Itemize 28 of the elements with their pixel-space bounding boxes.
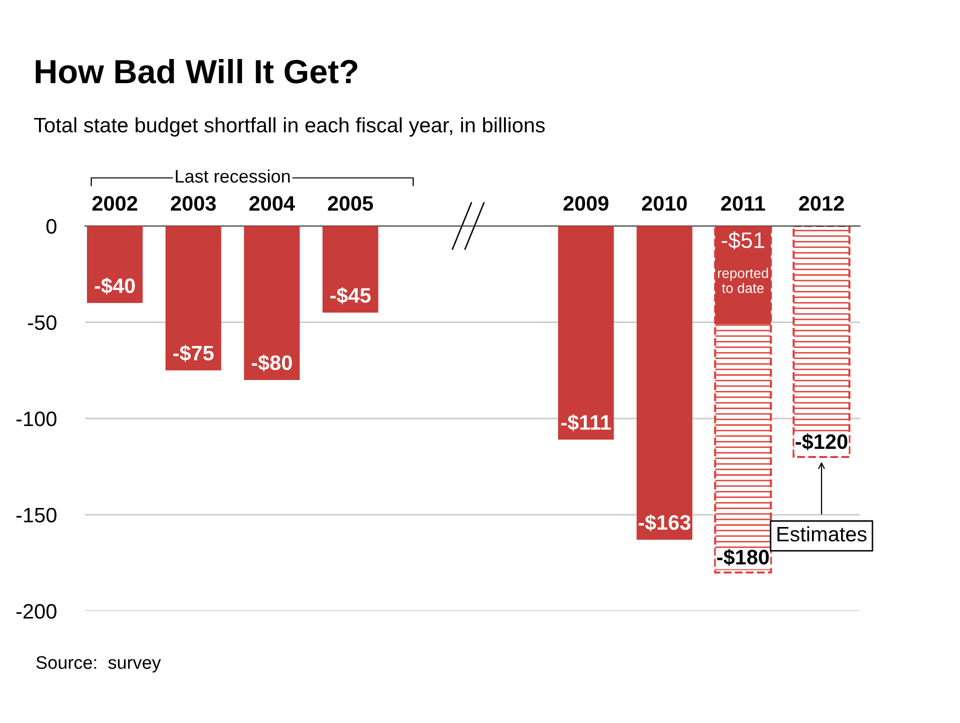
data-label: -$120 — [796, 433, 848, 450]
data-label: -$51 — [722, 231, 764, 250]
data-label: -$111 — [561, 414, 611, 432]
data-label: -$180 — [717, 548, 769, 566]
data-label: -$40 — [94, 277, 135, 294]
y-tick-label: -200 — [16, 604, 56, 619]
data-label: -$163 — [638, 514, 690, 532]
y-tick-label: -100 — [16, 412, 56, 426]
annotation: Last recession — [176, 169, 290, 183]
annotation: Estimates — [778, 526, 867, 542]
y-tick-label: -150 — [16, 508, 56, 523]
x-tick-label: 2009 — [564, 196, 608, 211]
x-tick-label: 2004 — [249, 196, 295, 211]
x-tick-label: 2012 — [799, 196, 844, 211]
y-tick-label: 0 — [46, 219, 56, 234]
data-label: -$75 — [173, 344, 214, 362]
x-tick-label: 2011 — [721, 196, 766, 211]
x-tick-label: 2003 — [170, 196, 216, 211]
x-tick-label: 2005 — [328, 196, 373, 211]
x-tick-label: 2002 — [92, 196, 138, 211]
data-label: -$80 — [252, 354, 292, 372]
annotation: reported to date — [718, 268, 768, 294]
data-label: -$45 — [330, 287, 371, 304]
chart-subtitle: Total state budget shortfall in each fiscal year, in billions — [34, 117, 545, 137]
x-tick-label: 2010 — [642, 196, 687, 211]
chart-title: How Bad Will It Get? — [36, 58, 358, 84]
y-tick-label: -50 — [28, 315, 56, 330]
source-note: Source: survey — [36, 656, 161, 673]
